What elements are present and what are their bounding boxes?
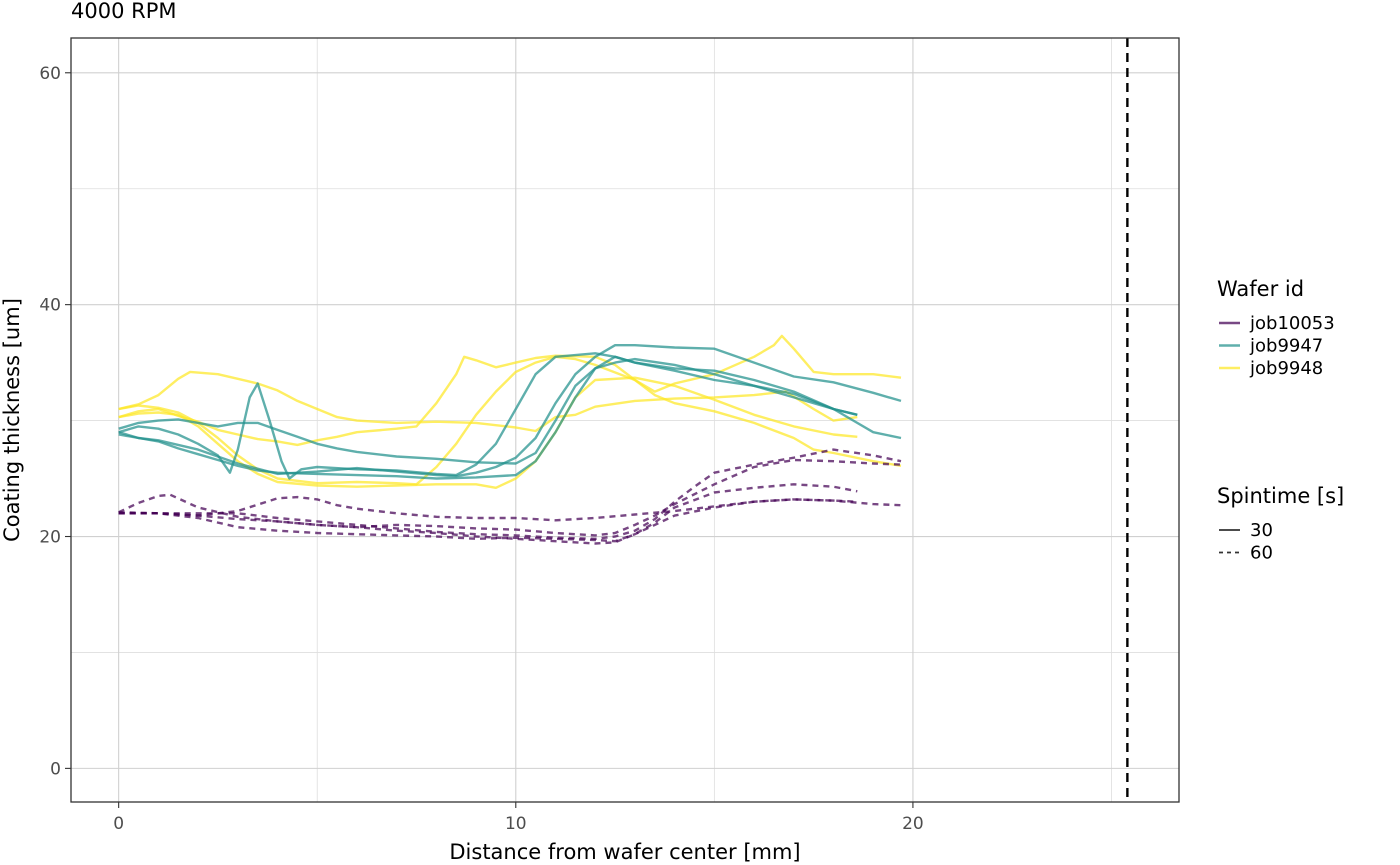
series-line-job9948-30s xyxy=(118,354,902,467)
panel-border xyxy=(70,37,1180,803)
legend-label-job9947: job9947 xyxy=(1249,336,1323,357)
legend-label-spintime-30: 30 xyxy=(1250,520,1273,541)
legend-color-title: Wafer id xyxy=(1217,277,1304,301)
legend-label-job10053: job10053 xyxy=(1249,313,1335,334)
x-axis-ticks: 0 10 20 xyxy=(113,802,924,834)
series-line-job10053-60s xyxy=(118,495,902,522)
series-layer xyxy=(118,334,902,545)
series-line-job9948-30s xyxy=(118,370,858,433)
series-line-job10053-60s xyxy=(118,498,858,543)
plot-title: 4000 RPM xyxy=(71,0,177,23)
x-tick-label: 0 xyxy=(113,814,124,834)
series-line-job9947-30s xyxy=(118,355,902,480)
y-axis-ticks: 0 20 40 60 xyxy=(39,64,71,779)
series-line-job10053-60s xyxy=(118,458,902,537)
x-tick-label: 10 xyxy=(505,814,527,834)
y-tick-label: 0 xyxy=(50,759,61,779)
y-tick-label: 60 xyxy=(39,64,61,84)
legend-label-job9948: job9948 xyxy=(1249,358,1323,379)
series-line-job9948-30s xyxy=(118,376,858,489)
series-line-job9947-30s xyxy=(118,344,902,478)
legend-label-spintime-60: 60 xyxy=(1250,543,1273,564)
legend-linetype-title: Spintime [s] xyxy=(1217,484,1344,508)
series-line-job9948-30s xyxy=(118,334,902,486)
y-tick-label: 20 xyxy=(39,528,61,548)
y-axis-title: Coating thickness [um] xyxy=(0,298,24,542)
grid-layer xyxy=(71,38,1179,802)
x-axis-title: Distance from wafer center [mm] xyxy=(449,840,800,864)
x-tick-label: 20 xyxy=(902,814,924,834)
y-tick-label: 40 xyxy=(39,296,61,316)
